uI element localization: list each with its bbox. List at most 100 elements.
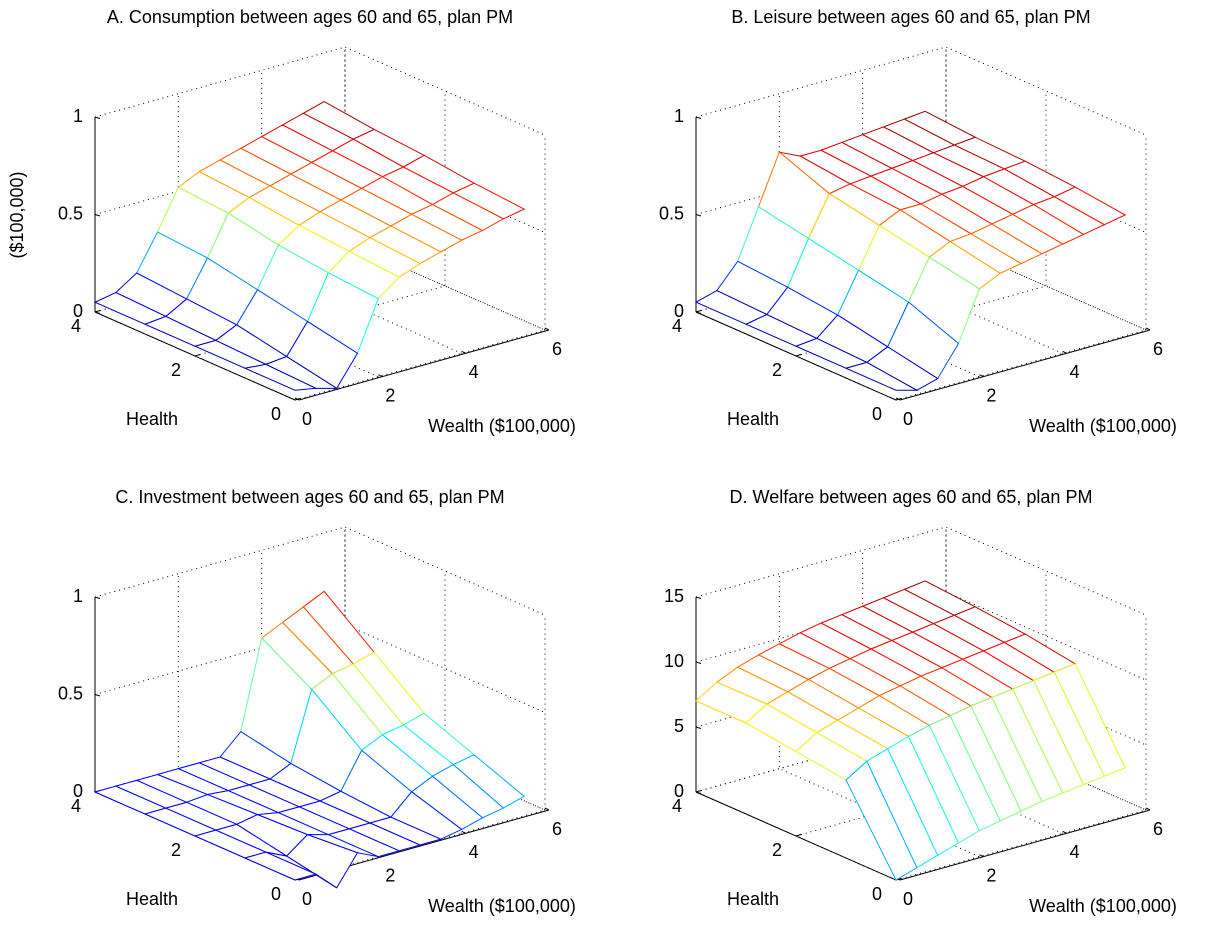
z-tick — [695, 726, 702, 729]
y-tick-label: 4 — [71, 796, 81, 816]
x-tick-label: 6 — [1153, 819, 1163, 839]
z-tick-label: 1 — [73, 586, 83, 606]
x-axis-label: Wealth ($100,000) — [1029, 896, 1177, 916]
mesh-cell — [243, 851, 318, 881]
x-tick — [461, 830, 466, 834]
y-tick — [695, 790, 702, 793]
y-tick-label: 0 — [872, 404, 882, 424]
z-axis-label: ($100,000) — [7, 171, 27, 258]
x-tick — [1145, 807, 1151, 811]
grid-line — [695, 591, 1147, 681]
y-tick-label: 4 — [71, 316, 81, 336]
y-axis-label: Health — [727, 889, 779, 909]
grid-line — [94, 46, 546, 136]
x-tick-label: 4 — [1070, 842, 1080, 862]
z-tick-label: 5 — [674, 716, 684, 736]
z-tick-label: 10 — [664, 651, 684, 671]
x-tick — [294, 397, 300, 401]
mesh-cell — [844, 361, 919, 391]
grid-line — [695, 46, 1147, 136]
x-tick — [544, 807, 550, 811]
y-tick-label: 2 — [772, 840, 782, 860]
y-tick-label: 0 — [271, 884, 281, 904]
z-tick-label: 1 — [73, 106, 83, 126]
z-tick-label: 0 — [674, 781, 684, 801]
z-tick — [94, 214, 101, 217]
x-tick — [979, 854, 984, 858]
grid-line — [695, 241, 1147, 331]
chart-title: B. Leisure between ages 60 and 65, plan … — [731, 7, 1090, 27]
y-axis-label: Health — [727, 409, 779, 429]
y-axis-label: Health — [126, 409, 178, 429]
x-tick — [1062, 830, 1067, 834]
mesh-cell — [845, 760, 918, 881]
z-tick — [94, 694, 101, 697]
z-tick — [695, 214, 702, 217]
panel: D. Welfare between ages 60 and 65, plan … — [664, 487, 1177, 916]
y-tick-label: 0 — [872, 884, 882, 904]
z-tick-label: 0 — [674, 301, 684, 321]
y-axis-label: Health — [126, 889, 178, 909]
x-tick-label: 0 — [302, 409, 312, 429]
x-tick-label: 4 — [1070, 362, 1080, 382]
panel: B. Leisure between ages 60 and 65, plan … — [659, 7, 1177, 436]
y-tick — [795, 834, 802, 837]
grid-line — [94, 241, 546, 331]
y-tick — [695, 310, 702, 313]
x-tick-label: 0 — [302, 889, 312, 909]
x-tick-label: 2 — [385, 385, 395, 405]
x-axis-label: Wealth ($100,000) — [1029, 416, 1177, 436]
x-tick-label: 4 — [469, 842, 479, 862]
chart-title: C. Investment between ages 60 and 65, pl… — [115, 487, 504, 507]
x-tick — [1145, 327, 1151, 331]
x-tick — [378, 374, 383, 378]
grid-line — [94, 623, 546, 713]
z-tick — [94, 116, 101, 119]
z-tick-label: 15 — [664, 586, 684, 606]
y-tick-label: 2 — [772, 360, 782, 380]
y-tick — [94, 310, 101, 313]
x-tick — [895, 397, 901, 401]
x-tick-label: 4 — [469, 362, 479, 382]
y-tick-label: 4 — [672, 316, 682, 336]
y-tick-label: 0 — [271, 404, 281, 424]
x-tick-label: 6 — [552, 339, 562, 359]
z-tick-label: 0.5 — [659, 203, 684, 223]
panel: A. Consumption between ages 60 and 65, p… — [7, 7, 576, 436]
y-tick — [795, 354, 802, 357]
y-tick-label: 4 — [672, 796, 682, 816]
chart-title: D. Welfare between ages 60 and 65, plan … — [730, 487, 1093, 507]
x-axis-label: Wealth ($100,000) — [428, 896, 576, 916]
x-tick-label: 0 — [903, 409, 913, 429]
x-axis-label: Wealth ($100,000) — [428, 416, 576, 436]
y-tick-label: 2 — [171, 360, 181, 380]
x-tick-label: 6 — [552, 819, 562, 839]
z-tick-label: 0 — [73, 781, 83, 801]
x-tick — [1062, 350, 1067, 354]
x-tick-label: 2 — [986, 865, 996, 885]
grid-line — [695, 526, 1147, 616]
y-tick-label: 2 — [171, 840, 181, 860]
z-tick-label: 0.5 — [58, 203, 83, 223]
panel: C. Investment between ages 60 and 65, pl… — [58, 487, 576, 916]
x-tick-label: 0 — [903, 889, 913, 909]
y-tick — [194, 354, 201, 357]
z-tick — [695, 116, 702, 119]
x-tick-label: 6 — [1153, 339, 1163, 359]
x-tick-label: 2 — [986, 385, 996, 405]
z-tick-label: 1 — [674, 106, 684, 126]
z-tick — [695, 661, 702, 664]
x-tick — [461, 350, 466, 354]
x-tick — [544, 327, 550, 331]
z-tick — [94, 596, 101, 599]
mesh-cell — [243, 363, 318, 391]
x-axis — [298, 329, 550, 401]
x-axis — [899, 809, 1151, 881]
x-axis — [899, 329, 1151, 401]
x-tick — [979, 374, 984, 378]
z-tick — [695, 596, 702, 599]
z-tick-label: 0 — [73, 301, 83, 321]
x-tick-label: 2 — [385, 865, 395, 885]
